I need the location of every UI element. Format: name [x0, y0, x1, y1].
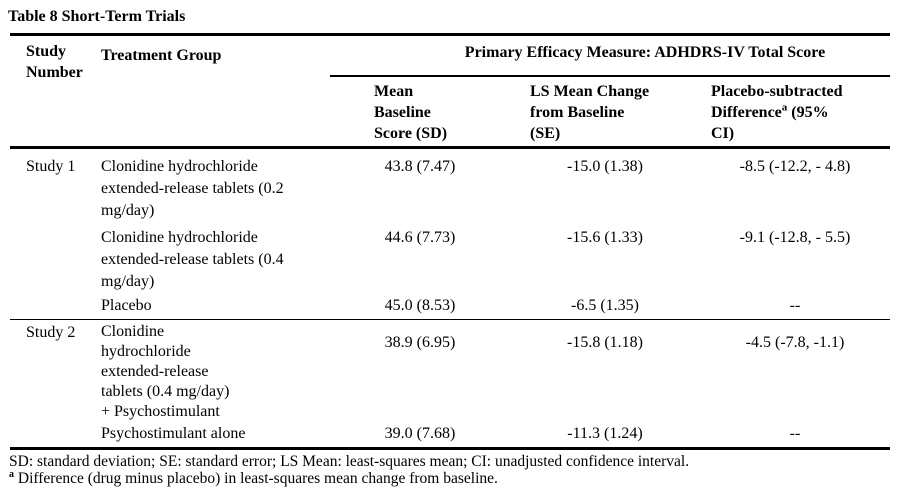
footnote-text: Difference (drug minus placebo) in least…: [14, 470, 498, 487]
placebo-subtracted-cell: -9.1 (-12.8, - 5.5): [739, 229, 851, 246]
treatment-group-cell: Clonidine hydrochloride extended-release …: [101, 229, 284, 290]
placebo-subtracted-cell: -4.5 (-7.8, -1.1): [700, 319, 890, 423]
table-row: Clonidine hydrochloride extended-release …: [10, 225, 890, 295]
header-line: Differencea (95%: [711, 102, 890, 123]
treatment-group-cell: Psychostimulant alone: [101, 425, 246, 442]
footnote-abbreviations: SD: standard deviation; SE: standard err…: [9, 453, 690, 470]
ls-mean-change-cell: -15.0 (1.38): [510, 146, 700, 225]
header-row-sub: Mean Baseline Score (SD) LS Mean Change fro…: [10, 76, 890, 148]
footnotes: SD: standard deviation; SE: standard err…: [9, 453, 890, 487]
table-header: Study Number Treatment Group Primary Eff…: [10, 34, 890, 148]
header-text: Difference: [711, 104, 782, 121]
mean-baseline-cell: 44.6 (7.73): [384, 229, 456, 246]
treatment-group-cell: Clonidine hydrochloride extended-release …: [88, 146, 330, 225]
col-header-ls-mean-change: LS Mean Change from Baseline (SE): [530, 83, 650, 142]
ls-mean-change-cell: -15.8 (1.18): [510, 319, 700, 423]
footnote-marker-a: a: [9, 468, 14, 480]
col-header-mean-baseline-score: Mean Baseline Score (SD): [374, 83, 448, 142]
study-number-cell: Study 1: [10, 146, 88, 320]
footnote-marker-a: a: [781, 101, 788, 114]
col-header-treatment-group: Treatment Group: [101, 47, 222, 64]
mean-baseline-cell: 43.8 (7.47): [330, 146, 510, 225]
header-line: Placebo-subtracted: [711, 83, 843, 100]
study-number-cell: Study 2: [10, 319, 88, 449]
col-header-primary-efficacy-measure: Primary Efficacy Measure: ADHDRS-IV Tota…: [330, 34, 890, 77]
header-row-main: Study Number Treatment Group Primary Eff…: [10, 34, 890, 81]
mean-baseline-cell: 38.9 (6.95): [330, 319, 510, 423]
short-term-trials-table: Study Number Treatment Group Primary Eff…: [10, 33, 890, 450]
table-row: Study 1 Clonidine hydrochloride extended-…: [10, 146, 890, 320]
table-row: Psychostimulant alone 39.0 (7.68) -11.3 …: [10, 423, 890, 449]
table-row: Study 2 Clonidine hydrochloride extended-r…: [10, 319, 890, 449]
header-line: CI): [711, 125, 735, 142]
mean-baseline-cell: 39.0 (7.68): [384, 425, 456, 442]
placebo-subtracted-cell: -8.5 (-12.2, - 4.8): [700, 146, 890, 225]
ls-mean-change-cell: -15.6 (1.33): [567, 229, 643, 246]
placebo-subtracted-cell: --: [789, 425, 801, 442]
ls-mean-change-cell: -6.5 (1.35): [571, 297, 639, 314]
table-title: Table 8 Short-Term Trials: [8, 8, 186, 25]
table-body: Study 1 Clonidine hydrochloride extended-…: [10, 146, 890, 449]
header-text: (95%: [787, 104, 829, 121]
col-header-placebo-subtracted-difference: Placebo-subtracted Differencea (95% CI): [700, 76, 890, 148]
treatment-group-cell: Placebo: [101, 297, 152, 314]
ls-mean-change-cell: -11.3 (1.24): [567, 425, 643, 442]
placebo-subtracted-cell: --: [789, 297, 801, 314]
footnote-difference: a Difference (drug minus placebo) in lea…: [9, 468, 890, 487]
treatment-group-cell: Clonidine hydrochloride extended-release ta…: [88, 319, 330, 423]
table-row: Placebo 45.0 (8.53) -6.5 (1.35) --: [10, 295, 890, 320]
mean-baseline-cell: 45.0 (8.53): [384, 297, 456, 314]
col-header-study-number: Study Number: [26, 43, 83, 81]
